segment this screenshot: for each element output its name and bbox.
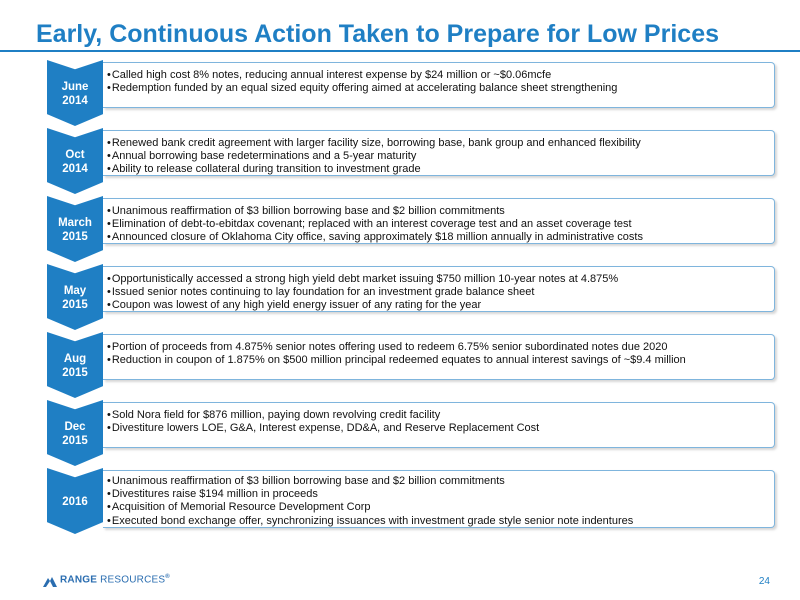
date-label: June 2014 [61,81,89,107]
bullet-item: Portion of proceeds from 4.875% senior n… [107,341,766,354]
date-label: May 2015 [62,285,88,311]
event-card: Sold Nora field for $876 million, paying… [103,402,775,448]
bullet-item: Ability to release collateral during tra… [107,163,766,176]
date-label: Oct 2014 [62,149,88,175]
date-label: Dec 2015 [62,421,88,447]
bullet-item: Redemption funded by an equal sized equi… [107,82,766,95]
bullet-item: Sold Nora field for $876 million, paying… [107,409,766,422]
date-chevron: Oct 2014 [47,128,103,194]
bullet-item: Reduction in coupon of 1.875% on $500 mi… [107,354,766,367]
date-chevron: March 2015 [47,196,103,262]
bullet-item: Opportunistically accessed a strong high… [107,273,766,286]
date-chevron: May 2015 [47,264,103,330]
timeline-row: June 2014 Called high cost 8% notes, red… [0,60,800,128]
logo-mark-icon [43,574,57,587]
date-chevron: Dec 2015 [47,400,103,466]
bullet-item: Acquisition of Memorial Resource Develop… [107,501,766,514]
event-card: Renewed bank credit agreement with large… [103,130,775,176]
event-card: Called high cost 8% notes, reducing annu… [103,62,775,108]
timeline-row: Aug 2015 Portion of proceeds from 4.875%… [0,332,800,400]
page-title: Early, Continuous Action Taken to Prepar… [36,20,719,48]
event-card: Unanimous reaffirmation of $3 billion bo… [103,198,775,244]
bullet-item: Issued senior notes continuing to lay fo… [107,286,766,299]
bullet-item: Coupon was lowest of any high yield ener… [107,299,766,312]
bullet-item: Renewed bank credit agreement with large… [107,137,766,150]
bullet-item: Executed bond exchange offer, synchroniz… [107,515,766,528]
bullet-item: Unanimous reaffirmation of $3 billion bo… [107,475,766,488]
timeline-row: Dec 2015 Sold Nora field for $876 millio… [0,400,800,468]
date-chevron: June 2014 [47,60,103,126]
event-card: Opportunistically accessed a strong high… [103,266,775,312]
date-label: Aug 2015 [62,353,88,379]
bullet-item: Announced closure of Oklahoma City offic… [107,231,766,244]
bullet-item: Divestiture lowers LOE, G&A, Interest ex… [107,422,766,435]
logo-text: RANGE RESOURCES® [60,574,170,586]
bullet-item: Unanimous reaffirmation of $3 billion bo… [107,205,766,218]
date-chevron: 2016 [47,468,103,534]
timeline-row: 2016 Unanimous reaffirmation of $3 billi… [0,468,800,536]
date-label: March 2015 [58,217,92,243]
bullet-item: Divestitures raise $194 million in proce… [107,488,766,501]
timeline-row: March 2015 Unanimous reaffirmation of $3… [0,196,800,264]
timeline-row: May 2015 Opportunistically accessed a st… [0,264,800,332]
bullet-item: Annual borrowing base redeterminations a… [107,150,766,163]
company-logo: RANGE RESOURCES® [43,574,170,587]
timeline-row: Oct 2014 Renewed bank credit agreement w… [0,128,800,196]
bullet-item: Elimination of debt-to-ebitdax covenant;… [107,218,766,231]
page-number: 24 [758,576,770,587]
event-card: Unanimous reaffirmation of $3 billion bo… [103,470,775,528]
date-chevron: Aug 2015 [47,332,103,398]
date-label: 2016 [62,496,88,508]
title-divider [0,50,800,52]
event-card: Portion of proceeds from 4.875% senior n… [103,334,775,380]
bullet-item: Called high cost 8% notes, reducing annu… [107,69,766,82]
